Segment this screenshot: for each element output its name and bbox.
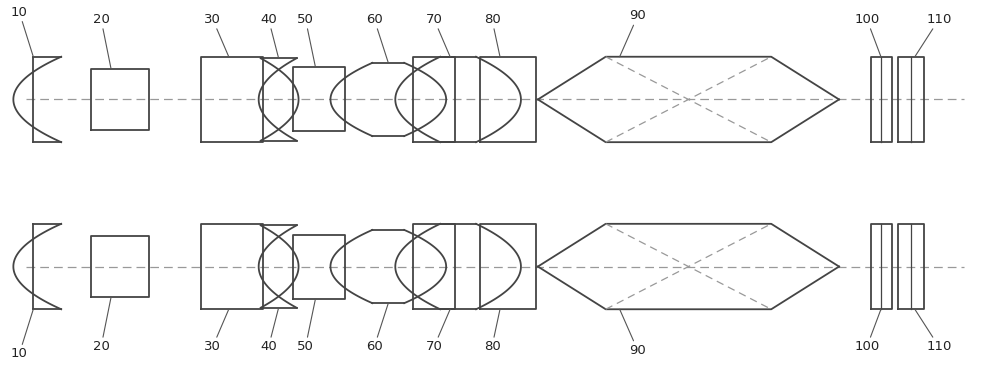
Text: 30: 30 [204, 13, 229, 57]
Text: 40: 40 [260, 308, 279, 353]
Text: 80: 80 [484, 309, 500, 353]
Text: 10: 10 [11, 309, 33, 360]
Text: 20: 20 [93, 297, 111, 353]
Text: 60: 60 [366, 303, 388, 353]
Text: 90: 90 [620, 10, 646, 57]
Text: 70: 70 [426, 13, 450, 57]
Text: 30: 30 [204, 309, 229, 353]
Text: 50: 50 [297, 13, 316, 67]
Text: 70: 70 [426, 309, 450, 353]
Text: 100: 100 [854, 309, 881, 353]
Text: 90: 90 [620, 309, 646, 356]
Text: 40: 40 [260, 13, 279, 58]
Text: 50: 50 [297, 299, 316, 353]
Text: 10: 10 [11, 6, 33, 57]
Text: 80: 80 [484, 13, 500, 57]
Text: 110: 110 [915, 13, 951, 57]
Text: 60: 60 [366, 13, 388, 63]
Text: 20: 20 [93, 13, 111, 69]
Text: 110: 110 [915, 309, 951, 353]
Text: 100: 100 [854, 13, 881, 57]
